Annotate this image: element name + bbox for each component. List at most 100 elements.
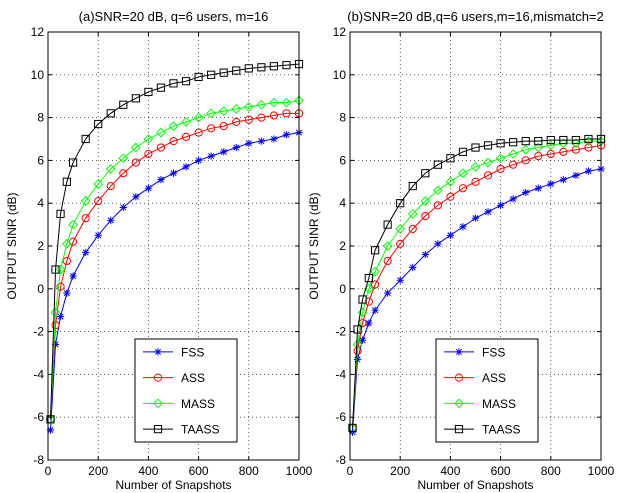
y-tick-label: 2	[339, 239, 346, 253]
data-point-mass	[168, 121, 179, 132]
data-point-mass	[193, 112, 204, 123]
data-point-mass	[445, 176, 456, 187]
legend-label-mass: MASS	[181, 397, 215, 411]
x-tick-label: 1000	[286, 464, 313, 478]
data-point-mass	[231, 104, 242, 114]
ticks-b: 0 200 400 600 800 1000 -8 -6 -4 -2 0 2 4 6 8 10 12	[333, 25, 615, 478]
legend-label-taass: TAASS	[181, 423, 219, 437]
data-point-taass	[421, 169, 430, 178]
data-point-taass	[383, 220, 392, 229]
data-point-taass	[358, 295, 367, 304]
data-point-taass	[144, 87, 153, 97]
chart-title-a: (a)SNR=20 dB, q=6 users, m=16	[79, 9, 269, 24]
data-point-fss	[282, 131, 291, 139]
data-point-mass	[105, 164, 116, 174]
data-point-taass	[534, 137, 543, 146]
data-point-ass	[81, 214, 90, 223]
data-point-mass	[281, 97, 292, 108]
data-point-mass	[495, 153, 506, 164]
data-point-ass	[56, 282, 65, 291]
data-point-fss	[409, 263, 417, 271]
data-point-taass	[106, 109, 115, 118]
data-point-mass	[256, 99, 267, 110]
x-tick-label: 1000	[588, 464, 615, 478]
data-point-ass	[282, 109, 291, 118]
legend-marker-mass	[153, 398, 163, 409]
data-point-fss	[107, 216, 115, 224]
data-point-taass	[46, 415, 55, 424]
data-point-taass	[364, 274, 373, 283]
y-tick-label: 12	[31, 25, 45, 39]
data-point-ass	[62, 256, 71, 266]
data-point-taass	[269, 62, 278, 71]
data-point-fss	[157, 176, 165, 184]
data-point-taass	[207, 70, 216, 79]
data-point-fss	[371, 306, 379, 314]
y-tick-label: 6	[37, 153, 44, 167]
data-point-ass	[446, 192, 455, 201]
data-point-mass	[483, 157, 493, 168]
data-point-taass	[282, 61, 291, 70]
data-point-mass	[458, 168, 468, 179]
data-point-fss	[56, 313, 65, 321]
y-tick-label: 8	[339, 111, 346, 125]
data-point-ass	[131, 158, 140, 167]
data-point-fss	[119, 203, 127, 212]
data-point-fss	[522, 188, 530, 197]
x-tick-label: 400	[138, 464, 158, 478]
data-point-taass	[571, 135, 580, 145]
y-tick-label: -4	[33, 367, 44, 381]
x-tick-label: 800	[239, 464, 259, 478]
data-point-mass	[181, 116, 191, 127]
x-tick-label: 600	[189, 464, 209, 478]
data-point-mass	[558, 138, 569, 149]
x-axis-label-a: Number of Snapshots	[115, 478, 231, 492]
data-point-mass	[156, 127, 166, 138]
data-point-taass	[181, 77, 191, 86]
data-point-fss	[207, 152, 215, 160]
data-point-ass	[106, 181, 115, 191]
legend-label-ass: ASS	[482, 371, 506, 385]
data-point-fss	[471, 214, 480, 222]
data-point-ass	[534, 152, 543, 161]
data-point-ass	[471, 177, 480, 186]
data-point-ass	[521, 156, 530, 165]
data-point-mass	[420, 196, 431, 206]
data-point-mass	[206, 108, 217, 119]
data-point-ass	[269, 111, 278, 120]
data-point-ass	[144, 149, 153, 159]
y-tick-label: -6	[335, 410, 346, 424]
data-point-ass	[383, 256, 392, 266]
data-point-fss	[547, 180, 555, 188]
data-point-fss	[434, 240, 442, 248]
data-point-taass	[94, 119, 103, 129]
data-point-taass	[471, 143, 480, 152]
legend-marker-fss	[455, 348, 463, 356]
data-point-fss	[358, 336, 367, 344]
y-tick-label: -4	[335, 367, 346, 381]
legend-a: FSS ASS MASS TAASS	[134, 338, 238, 443]
data-point-ass	[396, 239, 405, 248]
data-point-taass	[156, 83, 166, 92]
data-point-fss	[384, 289, 392, 297]
data-point-fss	[421, 250, 429, 259]
y-tick-label: 4	[37, 196, 44, 210]
data-point-taass	[119, 100, 128, 109]
data-point-mass	[130, 142, 141, 153]
data-point-ass	[483, 171, 493, 180]
data-point-ass	[244, 115, 253, 124]
x-tick-label: 0	[347, 464, 354, 478]
data-point-taass	[348, 423, 357, 432]
data-point-fss	[144, 184, 152, 192]
data-point-fss	[509, 195, 517, 203]
ticks-a: 0 200 400 600 800 1000 -8 -6 -4 -2 0 2 4 6 8 10 12	[31, 25, 313, 478]
data-point-taass	[353, 325, 362, 334]
data-point-ass	[371, 280, 380, 289]
series-line-taass	[50, 63, 300, 420]
data-point-taass	[51, 265, 60, 274]
data-point-ass	[408, 224, 417, 233]
legend-marker-taass	[454, 425, 464, 434]
data-point-mass	[407, 208, 418, 219]
data-point-taass	[446, 154, 455, 163]
